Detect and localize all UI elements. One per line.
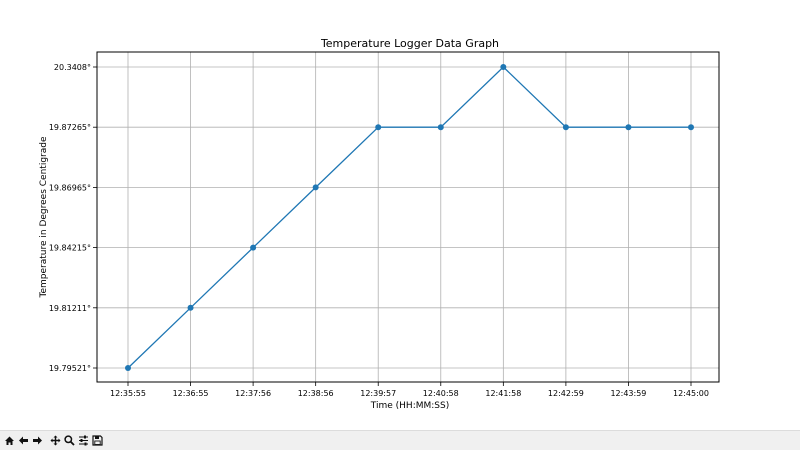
y-tick-label: 19.81211° bbox=[49, 304, 91, 313]
navigation-toolbar bbox=[0, 430, 800, 450]
x-tick-label: 12:45:00 bbox=[673, 389, 709, 398]
y-axis-label: Temperature in Degrees Centigrade bbox=[39, 136, 49, 298]
y-tick-label: 19.86965° bbox=[49, 183, 91, 192]
save-icon bbox=[91, 435, 103, 446]
grid bbox=[97, 52, 719, 382]
save-button[interactable] bbox=[90, 433, 104, 449]
y-tick-label: 20.3408° bbox=[54, 63, 91, 72]
y-tick-label: 19.84215° bbox=[49, 244, 91, 253]
forward-icon bbox=[32, 435, 43, 446]
data-point bbox=[312, 184, 319, 191]
home-button[interactable] bbox=[2, 433, 16, 449]
configure-icon bbox=[78, 435, 89, 446]
data-point bbox=[187, 304, 194, 311]
x-tick-label: 12:42:59 bbox=[548, 389, 584, 398]
axis-ticks: 12:35:55 12:36:55 12:37:56 12:38:56 12:39:57… bbox=[49, 63, 709, 398]
configure-button[interactable] bbox=[76, 433, 90, 449]
pan-icon bbox=[50, 435, 61, 446]
x-axis-label: Time (HH:MM:SS) bbox=[370, 401, 449, 411]
y-tick-label: 19.79521° bbox=[49, 364, 91, 373]
zoom-icon bbox=[63, 435, 75, 446]
chart: Temperature Logger Data Graph 12:35:55 12… bbox=[39, 37, 720, 411]
x-tick-label: 12:41:58 bbox=[485, 389, 521, 398]
x-tick-label: 12:37:56 bbox=[235, 389, 271, 398]
x-tick-label: 12:43:59 bbox=[610, 389, 646, 398]
data-point bbox=[688, 124, 694, 131]
x-tick-label: 12:35:55 bbox=[110, 389, 146, 398]
plot-frame bbox=[96, 51, 720, 383]
x-tick-label: 12:36:55 bbox=[173, 389, 209, 398]
data-point bbox=[625, 124, 632, 131]
data-point bbox=[437, 124, 444, 131]
data-point bbox=[125, 365, 131, 371]
series-line bbox=[127, 66, 691, 369]
series-layer bbox=[125, 64, 694, 371]
x-tick-label: 12:40:58 bbox=[423, 389, 459, 398]
x-tick-label: 12:39:57 bbox=[360, 389, 396, 398]
forward-button[interactable] bbox=[30, 433, 44, 449]
zoom-button[interactable] bbox=[62, 433, 76, 449]
home-icon bbox=[4, 435, 15, 446]
chart-title: Temperature Logger Data Graph bbox=[320, 37, 499, 50]
y-tick-label: 19.87265° bbox=[49, 123, 91, 132]
data-point bbox=[562, 124, 569, 131]
back-icon bbox=[18, 435, 29, 446]
data-point bbox=[375, 124, 382, 131]
pan-button[interactable] bbox=[48, 433, 62, 449]
x-tick-label: 12:38:56 bbox=[298, 389, 334, 398]
data-point bbox=[250, 244, 257, 251]
data-point bbox=[500, 64, 507, 70]
back-button[interactable] bbox=[16, 433, 30, 449]
